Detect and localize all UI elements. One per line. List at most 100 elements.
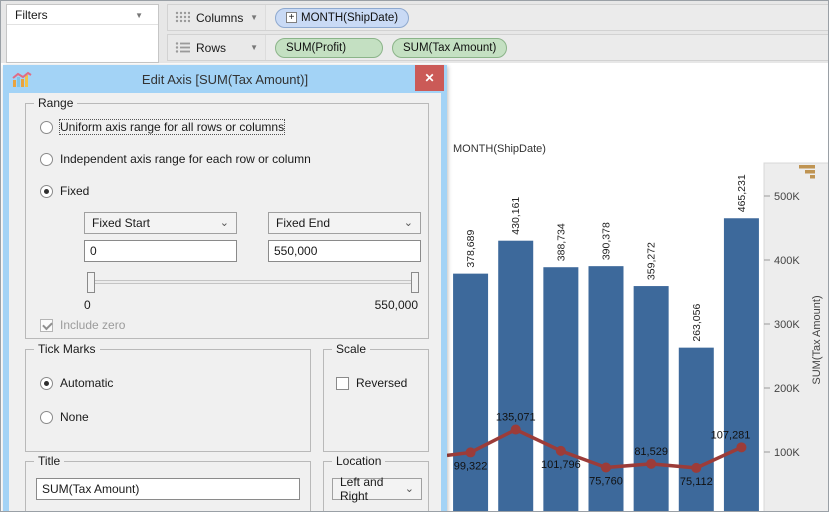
checkbox-icon[interactable] bbox=[40, 318, 53, 332]
checkbox-label: Reversed bbox=[356, 376, 408, 390]
line-value-label: 75,112 bbox=[680, 476, 713, 488]
fixed-end-dropdown[interactable]: Fixed End ⌄ bbox=[268, 212, 421, 234]
title-group: Title SUM(Tax Amount) bbox=[25, 454, 311, 511]
fixed-start-dropdown[interactable]: Fixed Start ⌄ bbox=[84, 212, 237, 234]
y-tick-label: 200K bbox=[774, 383, 800, 395]
bar-value-label: 359,272 bbox=[646, 242, 658, 280]
chevron-down-icon[interactable]: ▼ bbox=[135, 10, 143, 20]
columns-label: Columns bbox=[196, 10, 244, 25]
line-value-label: 99,322 bbox=[454, 460, 488, 472]
checkbox-icon[interactable] bbox=[336, 376, 349, 390]
line-marker[interactable] bbox=[510, 424, 521, 435]
filters-shelf[interactable]: Filters ▼ bbox=[6, 4, 159, 63]
line-value-label: 101,796 bbox=[541, 459, 581, 471]
radio-icon[interactable] bbox=[40, 152, 53, 166]
bar-mark[interactable] bbox=[453, 273, 489, 512]
rows-label: Rows bbox=[196, 40, 227, 55]
reversed-checkbox[interactable]: Reversed bbox=[336, 376, 407, 390]
y-tick-label: 300K bbox=[774, 319, 800, 331]
rows-shelf[interactable]: Rows ▼ SUM(Profit) SUM(Tax Amount) bbox=[167, 34, 828, 61]
pill-sum-tax-amount[interactable]: SUM(Tax Amount) bbox=[392, 37, 508, 58]
line-marker[interactable] bbox=[555, 445, 566, 456]
combo-chart[interactable]: 0K100K200K300K400K500KSUM(Tax Amount)378… bbox=[446, 125, 829, 512]
line-marker[interactable] bbox=[601, 462, 611, 473]
line-value-label: 135,071 bbox=[496, 412, 536, 424]
bar-value-label: 465,231 bbox=[736, 174, 748, 212]
y-tick-label: 100K bbox=[774, 447, 800, 459]
chevron-down-icon[interactable]: ▼ bbox=[250, 13, 258, 22]
range-group: Range Uniform axis range for all rows or… bbox=[25, 96, 429, 339]
dialog-title: Edit Axis [SUM(Tax Amount)] bbox=[141, 71, 309, 87]
line-value-label: 81,529 bbox=[634, 446, 668, 458]
expand-plus-icon[interactable]: + bbox=[286, 12, 297, 23]
bar-value-label: 390,378 bbox=[601, 222, 613, 260]
close-button[interactable]: ✕ bbox=[415, 65, 444, 91]
columns-shelf[interactable]: Columns ▼ + MONTH(ShipDate) bbox=[167, 4, 828, 31]
bar-mark[interactable] bbox=[678, 347, 714, 512]
bar-mark[interactable] bbox=[633, 286, 669, 512]
bar-mark[interactable] bbox=[498, 240, 534, 512]
radio-label: Fixed bbox=[60, 184, 90, 198]
radio-icon[interactable] bbox=[40, 376, 53, 390]
radio-tick-none[interactable]: None bbox=[40, 410, 89, 424]
radio-label: None bbox=[60, 410, 89, 424]
chevron-down-icon: ⌄ bbox=[219, 216, 229, 229]
slider-handle-max[interactable] bbox=[411, 272, 419, 293]
axis-title-input[interactable]: SUM(Tax Amount) bbox=[36, 478, 300, 500]
fixed-end-input[interactable]: 550,000 bbox=[268, 240, 421, 262]
pill-label: SUM(Profit) bbox=[286, 41, 347, 54]
line-marker[interactable] bbox=[691, 462, 702, 473]
radio-icon[interactable] bbox=[40, 184, 53, 198]
bar-value-label: 388,734 bbox=[555, 223, 567, 261]
chevron-down-icon[interactable]: ▼ bbox=[250, 43, 258, 52]
scale-group: Scale Reversed bbox=[323, 342, 429, 452]
line-mark bbox=[446, 427, 743, 470]
radio-independent-axis[interactable]: Independent axis range for each row or c… bbox=[40, 152, 311, 166]
chart-region: MONTH(ShipDate) 0K100K200K300K400K500KSU… bbox=[446, 125, 829, 512]
radio-tick-automatic[interactable]: Automatic bbox=[40, 376, 113, 390]
sort-descending-icon[interactable] bbox=[799, 165, 815, 169]
bar-value-label: 263,056 bbox=[691, 304, 703, 342]
bar-value-label: 378,689 bbox=[465, 230, 477, 268]
rows-list-icon bbox=[175, 42, 190, 53]
shelf-area: Filters ▼ Columns ▼ + MONTH(S bbox=[1, 1, 828, 63]
column-field-header: MONTH(ShipDate) bbox=[453, 143, 546, 155]
filters-label: Filters bbox=[15, 8, 48, 22]
radio-label: Uniform axis range for all rows or colum… bbox=[58, 119, 286, 135]
dialog-titlebar[interactable]: Edit Axis [SUM(Tax Amount)] ✕ bbox=[3, 65, 447, 93]
location-legend: Location bbox=[332, 454, 386, 468]
chevron-down-icon: ⌄ bbox=[403, 216, 413, 229]
tick-marks-legend: Tick Marks bbox=[34, 342, 100, 356]
pill-month-shipdate[interactable]: + MONTH(ShipDate) bbox=[275, 7, 410, 28]
line-marker[interactable] bbox=[646, 458, 657, 469]
bar-mark[interactable] bbox=[543, 267, 579, 512]
sort-descending-icon[interactable] bbox=[805, 170, 815, 174]
tableau-chart-icon bbox=[12, 71, 32, 87]
bar-value-label: 430,161 bbox=[510, 197, 522, 235]
radio-icon[interactable] bbox=[40, 120, 53, 134]
fixed-start-input[interactable]: 0 bbox=[84, 240, 237, 262]
line-marker[interactable] bbox=[736, 442, 747, 453]
range-slider[interactable] bbox=[87, 272, 419, 293]
pill-sum-profit[interactable]: SUM(Profit) bbox=[275, 37, 383, 58]
edit-axis-dialog: Edit Axis [SUM(Tax Amount)] ✕ Range Unif… bbox=[3, 65, 447, 511]
chevron-down-icon: ⌄ bbox=[404, 482, 414, 495]
checkbox-label: Include zero bbox=[60, 318, 126, 332]
bar-mark[interactable] bbox=[723, 218, 759, 512]
columns-grid-icon bbox=[175, 11, 190, 23]
radio-fixed[interactable]: Fixed bbox=[40, 184, 89, 198]
pill-label: SUM(Tax Amount) bbox=[403, 41, 497, 54]
location-group: Location Left and Right ⌄ bbox=[323, 454, 429, 511]
radio-uniform-axis[interactable]: Uniform axis range for all rows or colum… bbox=[40, 119, 286, 135]
y-tick-label: 500K bbox=[774, 191, 800, 203]
slider-min-label: 0 bbox=[84, 298, 91, 312]
sort-descending-icon[interactable] bbox=[810, 175, 815, 179]
slider-handle-min[interactable] bbox=[87, 272, 95, 293]
right-axis-panel bbox=[763, 162, 828, 511]
line-value-label: 107,281 bbox=[711, 429, 751, 441]
line-marker[interactable] bbox=[465, 447, 476, 458]
include-zero-checkbox[interactable]: Include zero bbox=[40, 318, 125, 332]
radio-icon[interactable] bbox=[40, 410, 53, 424]
location-dropdown[interactable]: Left and Right ⌄ bbox=[332, 475, 422, 503]
dialog-body: Range Uniform axis range for all rows or… bbox=[9, 93, 441, 511]
